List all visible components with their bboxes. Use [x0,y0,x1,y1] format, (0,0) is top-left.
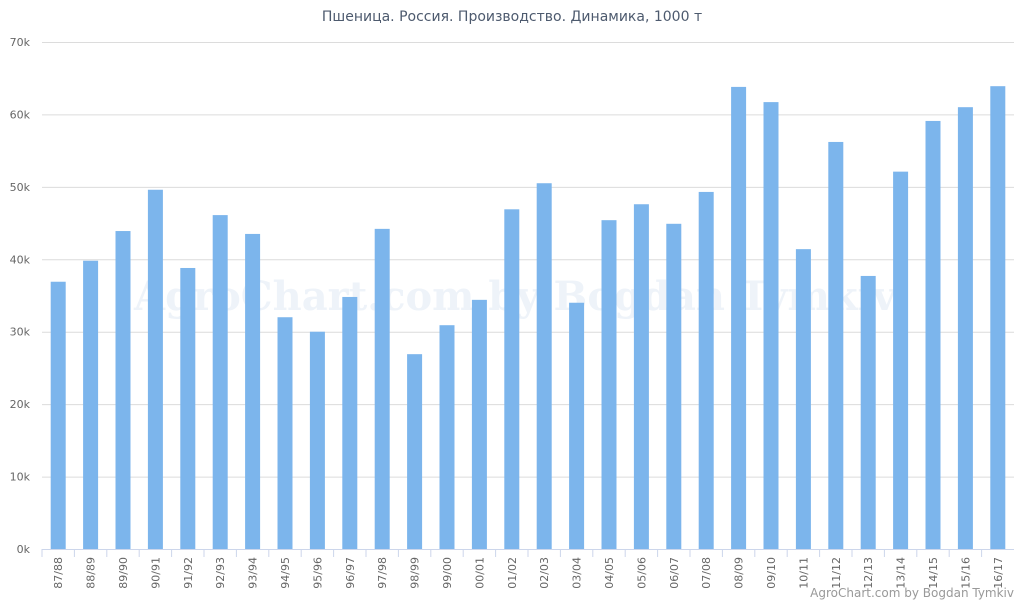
x-tick-label: 07/08 [700,557,713,589]
y-tick-label: 30k [10,326,31,339]
x-tick-label: 01/02 [506,557,519,589]
x-tick-label: 91/92 [182,557,195,589]
bar [698,191,714,550]
y-tick-label: 20k [10,398,31,411]
x-tick-label: 08/09 [733,557,746,589]
bar [342,296,358,549]
bar [731,86,747,550]
credit: AgroChart.com by Bogdan Tymkiv [810,586,1014,600]
bar [115,231,131,549]
bar [795,249,811,549]
x-tick-label: 12/13 [862,557,875,589]
x-tick-label: 99/00 [441,557,454,589]
y-tick-label: 40k [10,253,31,266]
y-tick-label: 70k [10,36,31,49]
bar [50,281,66,549]
x-tick-label: 88/89 [85,557,98,589]
y-tick-label: 0k [17,543,31,556]
x-tick-label: 04/05 [603,557,616,589]
bar [147,189,163,550]
bar [212,215,228,549]
x-tick-label: 09/10 [765,557,778,589]
bar [925,120,941,549]
x-tick-label: 03/04 [571,557,584,589]
x-tick-label: 90/91 [149,557,162,589]
x-tick-label: 06/07 [668,557,681,589]
x-tick-label: 00/01 [473,557,486,589]
y-tick-label: 10k [10,471,31,484]
bar [601,220,617,549]
x-tick-label: 92/93 [214,557,227,589]
bar [180,267,196,549]
bar [893,171,909,549]
bar [504,209,520,549]
x-tick-label: 02/03 [538,557,551,589]
x-tick-label: 94/95 [279,557,292,589]
bar [407,354,423,549]
bar [309,331,325,549]
bar [990,86,1006,549]
bar [763,102,779,549]
bar [536,183,552,549]
bar [439,325,455,549]
chart-title: Пшеница. Россия. Производство. Динамика,… [322,9,702,25]
x-tick-label: 87/88 [52,557,65,589]
x-tick-label: 93/94 [247,557,260,589]
y-tick-label: 50k [10,181,31,194]
bar [471,299,487,549]
x-tick-label: 10/11 [797,557,810,589]
x-tick-label: 16/17 [992,557,1005,589]
bar [957,107,973,549]
x-tick-label: 13/14 [895,557,908,589]
bar [569,302,585,549]
x-tick-label: 11/12 [830,557,843,589]
bar [860,275,876,549]
y-tick-label: 60k [10,108,31,121]
x-tick-label: 98/99 [409,557,422,589]
x-tick-label: 96/97 [344,557,357,589]
bar [277,317,293,549]
x-tick-label: 05/06 [635,557,648,589]
x-tick-label: 97/98 [376,557,389,589]
x-tick-label: 15/16 [959,557,972,589]
bar [83,260,99,549]
x-tick-label: 95/96 [311,557,324,589]
bar [666,223,682,549]
x-tick-label: 14/15 [927,557,940,589]
bar [245,233,261,549]
x-tick-label: 89/90 [117,557,130,589]
bar [633,204,649,550]
bar [374,228,390,549]
bar [828,141,844,550]
